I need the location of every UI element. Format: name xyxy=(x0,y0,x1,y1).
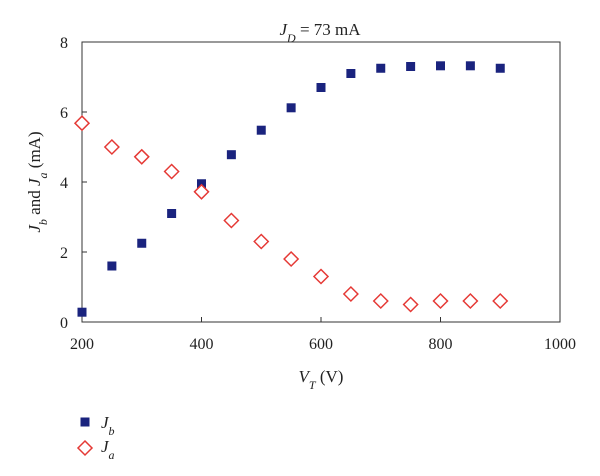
y-tick-label: 6 xyxy=(60,105,68,122)
point-jb xyxy=(256,125,266,135)
chart-title: JD = 73 mA xyxy=(279,20,361,45)
ylabel-subscript-1: b xyxy=(36,219,50,225)
x-tick-label: 200 xyxy=(70,336,94,353)
x-tick-label: 400 xyxy=(190,336,214,353)
ylabel-symbol-1: J xyxy=(25,224,44,233)
legend-jb-symbol: J xyxy=(101,413,110,432)
point-ja xyxy=(462,292,479,310)
point-ja xyxy=(402,296,419,313)
point-ja xyxy=(73,115,91,132)
point-ja xyxy=(133,148,150,165)
ylabel-mid: and xyxy=(25,186,44,219)
point-jb xyxy=(406,62,416,71)
y-tick-label: 4 xyxy=(60,175,68,192)
x-tick-label: 600 xyxy=(309,336,333,353)
ylabel-symbol-2: J xyxy=(25,177,44,186)
legend-item-jb: Jb xyxy=(80,413,115,438)
xlabel-subscript: T xyxy=(309,378,317,392)
title-subscript: D xyxy=(286,31,296,45)
point-jb xyxy=(465,61,475,71)
point-ja xyxy=(312,268,330,285)
legend-ja-subscript: a xyxy=(109,448,115,462)
point-jb xyxy=(167,209,177,218)
point-ja xyxy=(253,233,270,250)
y-axis-ticks: 0 2 4 6 8 xyxy=(60,35,87,332)
legend: Jb Ja xyxy=(76,413,115,462)
point-ja xyxy=(432,292,449,310)
point-jb xyxy=(316,83,326,92)
point-ja xyxy=(372,292,389,310)
point-ja xyxy=(342,285,359,303)
y-tick-label: 2 xyxy=(60,245,68,262)
title-symbol: J xyxy=(279,20,288,39)
legend-ja-symbol: J xyxy=(101,437,110,456)
xlabel-symbol: V xyxy=(299,367,312,386)
title-rest: = 73 mA xyxy=(296,20,362,39)
y-axis-title: Jb and Ja (mA) xyxy=(25,131,50,232)
point-ja xyxy=(163,163,180,180)
point-jb xyxy=(107,261,117,271)
point-ja xyxy=(223,212,240,229)
legend-item-ja: Ja xyxy=(76,437,115,462)
y-tick-label: 0 xyxy=(60,315,68,332)
ylabel-rest: (mA) xyxy=(25,131,44,172)
point-jb xyxy=(137,238,147,248)
point-jb xyxy=(436,61,445,71)
point-jb xyxy=(495,63,505,73)
point-ja xyxy=(103,138,120,156)
legend-jb-subscript: b xyxy=(109,424,115,438)
y-tick-label: 8 xyxy=(60,35,68,52)
point-jb xyxy=(286,103,296,113)
legend-marker-jb xyxy=(80,417,90,427)
point-jb xyxy=(226,150,236,160)
point-jb xyxy=(346,69,356,78)
x-axis-title: VT (V) xyxy=(299,367,344,392)
x-axis-ticks: 200 400 600 800 1000 xyxy=(70,317,576,353)
x-tick-label: 800 xyxy=(429,336,453,353)
data-series xyxy=(73,61,509,317)
legend-marker-ja xyxy=(76,439,94,457)
point-ja xyxy=(283,250,300,268)
point-jb xyxy=(376,63,386,73)
xlabel-rest: (V) xyxy=(316,367,344,386)
point-jb xyxy=(77,307,87,317)
ylabel-subscript-2: a xyxy=(36,172,50,178)
legend-label-jb: Jb xyxy=(101,413,115,438)
x-tick-label: 1000 xyxy=(544,336,576,353)
point-ja xyxy=(492,292,509,310)
point-ja xyxy=(193,183,210,200)
legend-label-ja: Ja xyxy=(101,437,115,462)
